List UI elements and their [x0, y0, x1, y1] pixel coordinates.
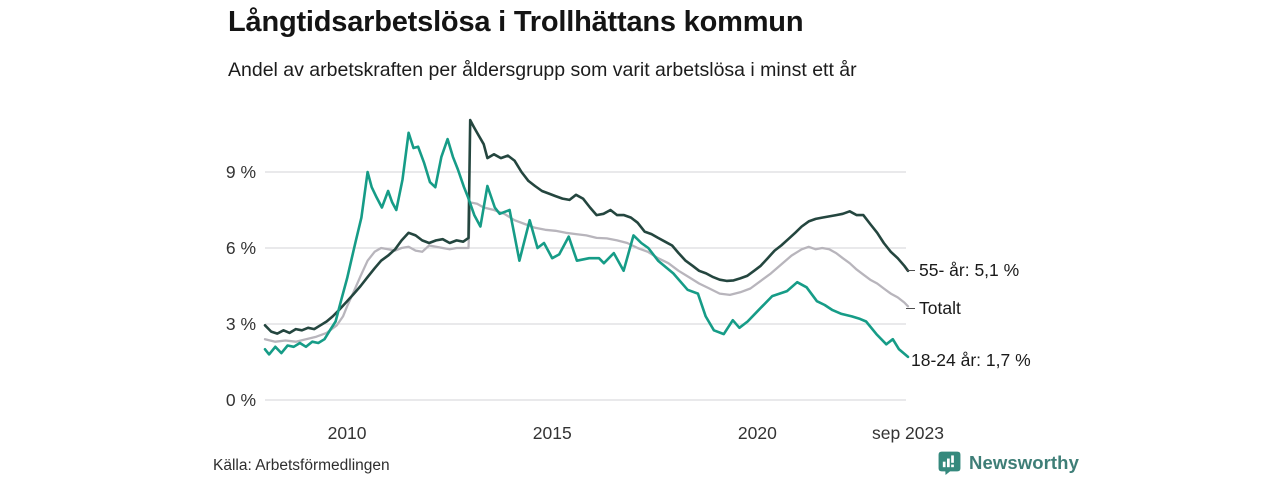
series-end-label-55-ar: 55- år: 5,1 %: [906, 260, 1019, 282]
logo-exclamation-dot: [951, 464, 954, 468]
chart-title: Långtidsarbetslösa i Trollhättans kommun: [228, 6, 804, 38]
source-note: Källa: Arbetsförmedlingen: [213, 457, 390, 474]
newsworthy-logo: Newsworthy: [937, 450, 1079, 475]
y-tick-label: 6 %: [226, 238, 256, 258]
label-connector-dash: [906, 270, 915, 272]
line-18-24-ar: [263, 131, 910, 359]
series-end-label-18-24-ar: 18-24 år: 1,7 %: [911, 350, 1031, 372]
y-tick-label: 9 %: [226, 162, 256, 182]
series-end-label-text: 18-24 år: 1,7 %: [911, 350, 1031, 371]
series-end-label-text: 55- år: 5,1 %: [919, 260, 1020, 281]
newsworthy-logo-text: Newsworthy: [969, 451, 1079, 473]
logo-bar-small: [942, 461, 946, 468]
line-55-ar: [263, 118, 910, 335]
newsworthy-logo-icon: [938, 451, 961, 475]
y-tick-label: 3 %: [226, 314, 256, 334]
chart-subtitle: Andel av arbetskraften per åldersgrupp s…: [228, 59, 857, 81]
line-totalt: [263, 201, 910, 343]
series-end-label-totalt: Totalt: [906, 297, 961, 319]
y-tick-label: 0 %: [226, 390, 256, 410]
logo-exclamation-bar: [951, 455, 954, 463]
logo-bar-medium: [947, 458, 950, 468]
x-tick-label: sep 2023: [872, 423, 944, 443]
x-tick-label: 2015: [533, 423, 572, 443]
label-connector-dash: [906, 307, 915, 309]
x-tick-label: 2020: [738, 423, 777, 443]
series-end-label-text: Totalt: [919, 297, 961, 318]
x-tick-label: 2010: [328, 423, 367, 443]
